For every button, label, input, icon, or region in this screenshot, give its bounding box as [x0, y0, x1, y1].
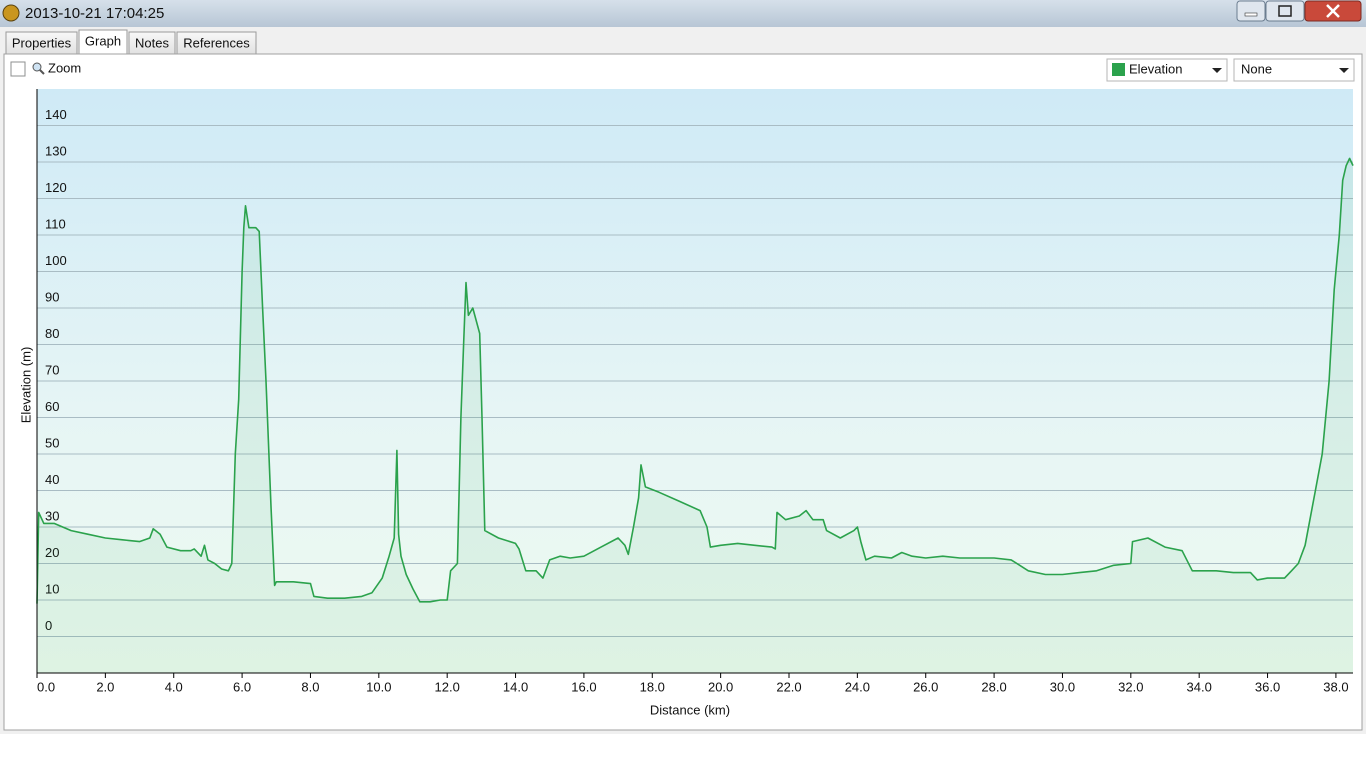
app-icon [2, 4, 20, 22]
x-tick-label: 38.0 [1323, 679, 1348, 694]
elevation-line [36, 157, 1354, 604]
second-series-dropdown[interactable] [1233, 58, 1355, 82]
x-tick-label: 20.0 [708, 679, 733, 694]
tab-label: References [183, 35, 250, 50]
x-tick-label: 36.0 [1255, 679, 1280, 694]
legend-label: Elevation [1129, 61, 1182, 76]
window-title: 2013-10-21 17:04:25 [25, 5, 164, 22]
y-tick-label: 60 [45, 399, 59, 414]
y-tick-label: 80 [45, 326, 59, 341]
area-fill [37, 158, 1353, 673]
tab-label: Properties [12, 35, 72, 50]
plot: 0 10 20 30 40 50 60 70 80 90 100 110 120 130 140 0.0 2.0… [36, 89, 1354, 694]
zoom-icon [32, 62, 42, 72]
x-tick-label: 14.0 [503, 679, 528, 694]
x-tick-label: 0.0 [37, 679, 55, 694]
y-tick-label: 140 [45, 107, 67, 122]
y-tick-label: 70 [45, 362, 59, 377]
y-tick-label: 130 [45, 143, 67, 158]
minimize-icon [1244, 12, 1258, 17]
dropdown-arrow [1212, 68, 1222, 73]
restore-button[interactable] [1265, 0, 1305, 22]
restore-icon [1278, 5, 1292, 17]
zoom-label: Zoom [48, 60, 81, 75]
x-tick-label: 4.0 [165, 679, 183, 694]
y-tick-label: 110 [45, 216, 66, 231]
x-tick-label: 12.0 [435, 679, 460, 694]
x-tick-label: 32.0 [1118, 679, 1143, 694]
x-tick-label: 28.0 [981, 679, 1006, 694]
tab-strip: Properties Graph Notes References [5, 29, 257, 55]
y-axis-title: Elevation (m) [18, 347, 33, 424]
x-tick-label: 22.0 [776, 679, 801, 694]
close-icon [1326, 4, 1340, 18]
y-tick-label: 40 [45, 472, 59, 487]
y-tick-label: 20 [45, 545, 59, 560]
y-tick-label: 50 [45, 435, 59, 450]
y-tick-label: 10 [45, 581, 59, 596]
x-tick-label: 6.0 [233, 679, 251, 694]
minimize-button[interactable] [1236, 0, 1266, 22]
y-tick-label: 100 [45, 253, 67, 268]
x-tick-label: 16.0 [571, 679, 596, 694]
second-series-label: None [1241, 61, 1272, 76]
x-tick-label: 10.0 [366, 679, 391, 694]
series-dropdown[interactable] [1106, 58, 1228, 82]
x-tick-label: 30.0 [1050, 679, 1075, 694]
dropdown-arrow [1339, 68, 1349, 73]
title-bar [0, 0, 1366, 27]
y-tick-label: 30 [45, 508, 59, 523]
x-tick-label: 8.0 [301, 679, 319, 694]
zoom-checkbox[interactable] [10, 61, 26, 77]
y-tick-label: 90 [45, 289, 59, 304]
x-tick-label: 26.0 [913, 679, 938, 694]
y-tick-label: 0 [45, 618, 52, 633]
y-tick-label: 120 [45, 180, 67, 195]
x-tick-label: 2.0 [96, 679, 114, 694]
x-axis-title: Distance (km) [650, 702, 730, 717]
tab-label: Graph [85, 33, 121, 48]
x-tick-label: 34.0 [1187, 679, 1212, 694]
legend-swatch [1112, 63, 1125, 76]
x-tick-label: 18.0 [640, 679, 665, 694]
tab-label: Notes [135, 35, 169, 50]
x-tick-label: 24.0 [845, 679, 870, 694]
zoom-icon-handle [39, 69, 45, 75]
